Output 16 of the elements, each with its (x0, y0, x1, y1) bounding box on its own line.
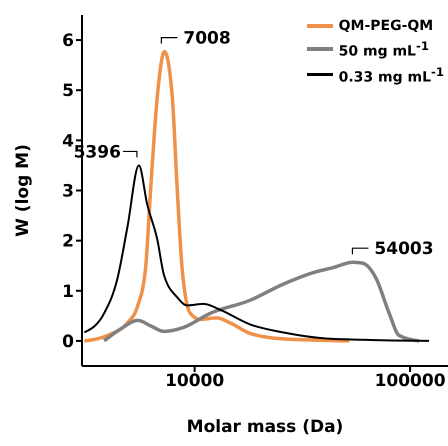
y-tick-label: 6 (62, 31, 74, 52)
y-tick-label: 5 (62, 81, 74, 102)
annotation: 7008 (183, 28, 231, 49)
y-tick-label: 4 (62, 131, 74, 152)
x-axis-title: Molar mass (Da) (186, 417, 344, 437)
annotation: 54003 (374, 239, 434, 260)
y-tick-label: 2 (62, 232, 74, 252)
y-tick-label: 1 (62, 282, 74, 302)
y-tick-label: 3 (62, 182, 74, 202)
legend-label: QM-PEG-QM (338, 17, 434, 36)
x-tick-label: 100000 (374, 371, 446, 392)
legend-label: 0.33 mg mL$^{-1}$ (338, 64, 444, 88)
x-tick-label: 10000 (165, 371, 224, 392)
legend-label: 50 mg mL$^{-1}$ (338, 38, 429, 62)
y-tick-label: 0 (62, 332, 74, 352)
y-axis-title: W (log M) (13, 144, 34, 237)
